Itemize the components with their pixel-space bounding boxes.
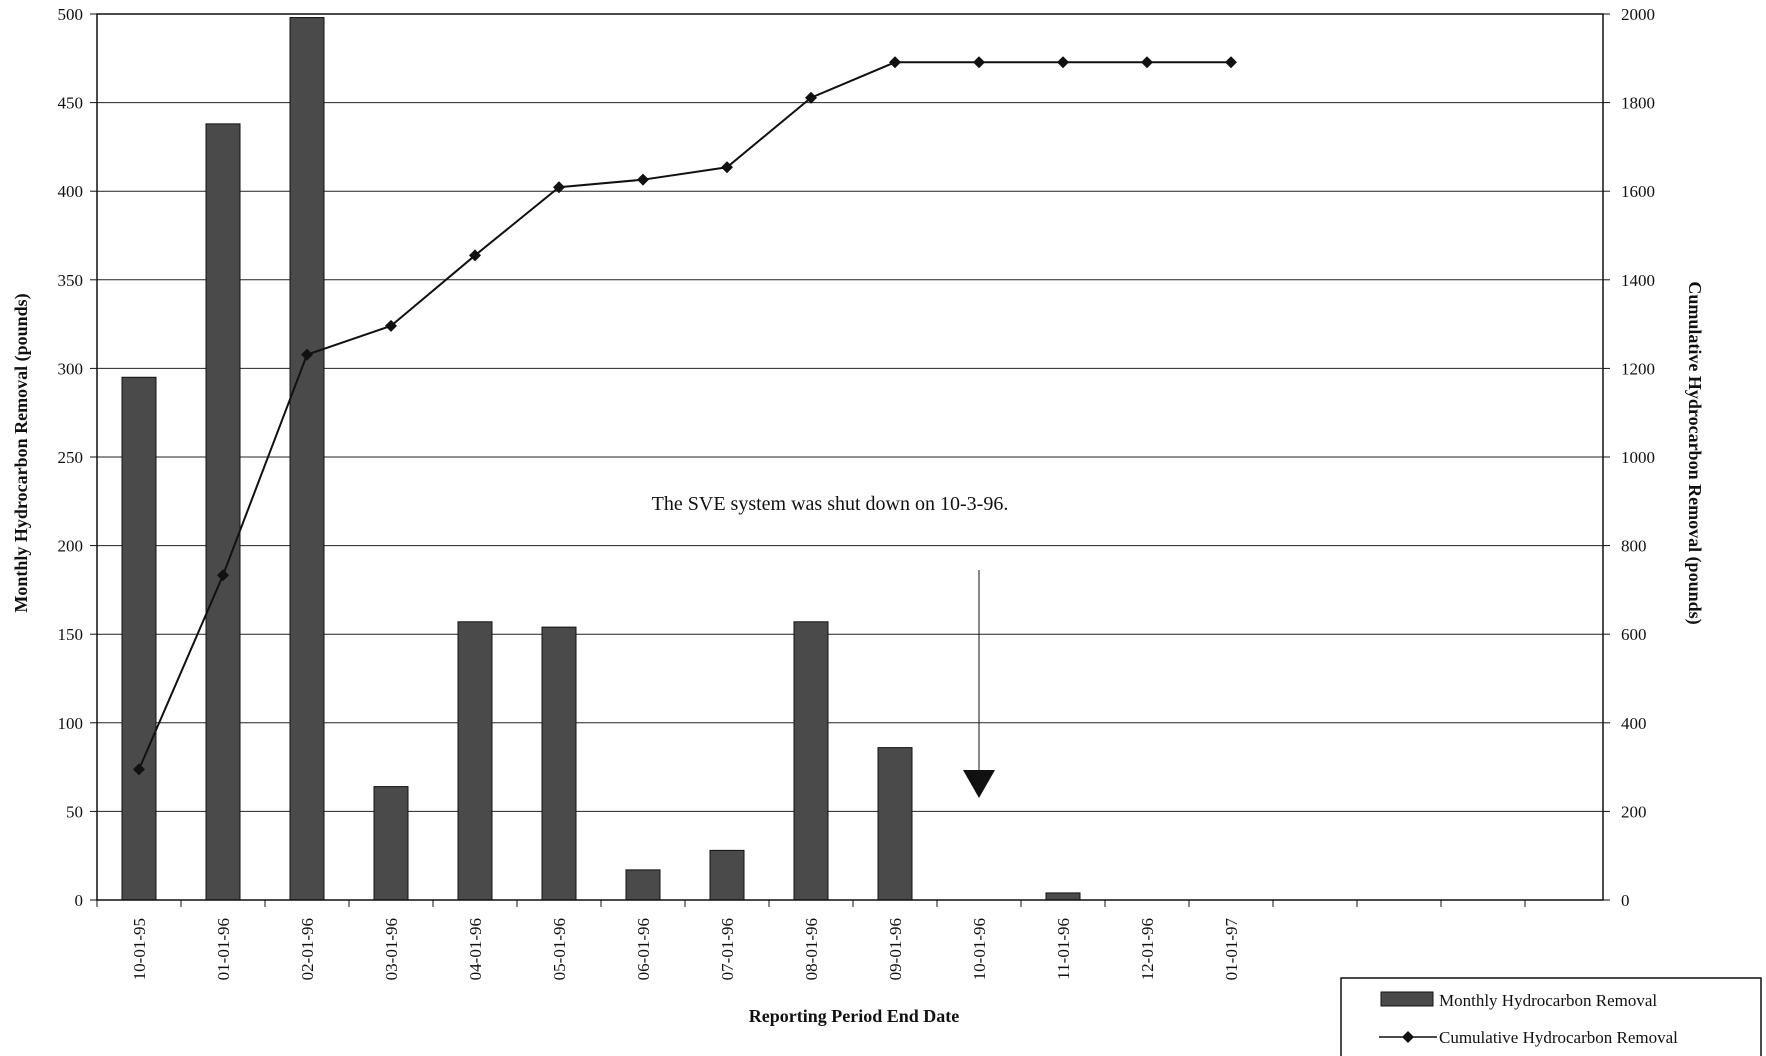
y2-tick-label: 1800 <box>1621 94 1655 113</box>
x-tick-label: 05-01-96 <box>550 918 569 980</box>
x-tick-label: 07-01-96 <box>718 918 737 980</box>
y-tick-label: 350 <box>58 271 84 290</box>
line-marker <box>217 569 229 582</box>
line-marker <box>133 763 145 776</box>
x-tick-label: 06-01-96 <box>634 918 653 980</box>
y2-tick-label: 800 <box>1621 537 1647 556</box>
y2-tick-label: 2000 <box>1621 5 1655 24</box>
bar <box>289 17 325 901</box>
bar <box>709 849 745 901</box>
legend: Monthly Hydrocarbon Removal Cumulative Hy… <box>1340 977 1762 1056</box>
bar <box>793 621 829 901</box>
y-axis-title: Monthly Hydrocarbon Removal (pounds) <box>11 293 32 612</box>
y-tick-label: 300 <box>58 359 84 378</box>
y2-tick-label: 1200 <box>1621 359 1655 378</box>
line-marker <box>301 348 313 361</box>
x-tick-label: 11-01-96 <box>1054 918 1073 980</box>
y-tick-label: 200 <box>58 537 84 556</box>
y-tick-label: 0 <box>75 891 84 910</box>
line-marker <box>469 249 481 262</box>
line-series-cumulative <box>133 56 1237 776</box>
bar <box>1045 892 1081 901</box>
y2-tick-label: 600 <box>1621 625 1647 644</box>
x-tick-label: 04-01-96 <box>466 918 485 980</box>
line-marker <box>385 319 397 332</box>
bar <box>877 747 913 901</box>
legend-box <box>1340 977 1762 1056</box>
y2-tick-label: 0 <box>1621 891 1630 910</box>
x-tick-label: 01-01-96 <box>214 918 233 980</box>
line-marker <box>889 56 901 69</box>
line-marker <box>553 181 565 194</box>
y2-tick-label: 400 <box>1621 714 1647 733</box>
line-marker <box>1141 56 1153 69</box>
line-marker <box>721 161 733 174</box>
bar <box>205 123 241 901</box>
line-marker <box>1225 56 1237 69</box>
x-tick-label: 09-01-96 <box>886 918 905 980</box>
legend-label-monthly: Monthly Hydrocarbon Removal <box>1439 991 1657 1010</box>
y-tick-label: 150 <box>58 625 84 644</box>
y-tick-label: 500 <box>58 5 84 24</box>
bar <box>121 376 157 901</box>
annotation-arrowhead <box>963 770 995 798</box>
legend-label-cumulative: Cumulative Hydrocarbon Removal <box>1439 1028 1678 1047</box>
bar <box>457 621 493 901</box>
bar <box>541 626 577 901</box>
x-tick-label: 02-01-96 <box>298 918 317 980</box>
line-marker <box>1057 56 1069 69</box>
y-tick-label: 50 <box>66 802 83 821</box>
x-tick-label: 10-01-95 <box>130 918 149 980</box>
line-marker <box>973 56 985 69</box>
y2-axis-title: Cumulative Hydrocarbon Removal (pounds) <box>1684 281 1705 624</box>
bar <box>625 869 661 901</box>
x-tick-label: 12-01-96 <box>1138 918 1157 980</box>
series-line <box>138 61 1231 770</box>
x-tick-label: 10-01-96 <box>970 918 989 980</box>
annotation: The SVE system was shut down on 10-3-96. <box>652 493 1009 798</box>
line-marker <box>805 91 817 104</box>
annotation-text: The SVE system was shut down on 10-3-96. <box>652 493 1009 515</box>
legend-swatch-marker <box>1402 1031 1414 1043</box>
y-tick-label: 450 <box>58 94 84 113</box>
bar-series-monthly <box>121 17 1081 901</box>
y-tick-label: 400 <box>58 182 84 201</box>
bar <box>373 786 409 901</box>
y2-tick-label: 1000 <box>1621 448 1655 467</box>
x-tick-label: 01-01-97 <box>1222 918 1241 981</box>
x-tick-label: 08-01-96 <box>802 918 821 980</box>
y2-tick-label: 200 <box>1621 802 1647 821</box>
y-tick-label: 100 <box>58 714 84 733</box>
x-tick-label: 03-01-96 <box>382 918 401 980</box>
axes <box>90 13 1610 907</box>
y-tick-label: 250 <box>58 448 84 467</box>
x-axis-title: Reporting Period End Date <box>749 1006 960 1026</box>
legend-swatch-bar <box>1380 991 1434 1007</box>
line-marker <box>637 173 649 186</box>
tick-labels: 0 50 100 150 200 250 300 350 400 450 500 0 200 400 600… <box>58 5 1656 980</box>
y2-tick-label: 1400 <box>1621 271 1655 290</box>
y2-tick-label: 1600 <box>1621 182 1655 201</box>
